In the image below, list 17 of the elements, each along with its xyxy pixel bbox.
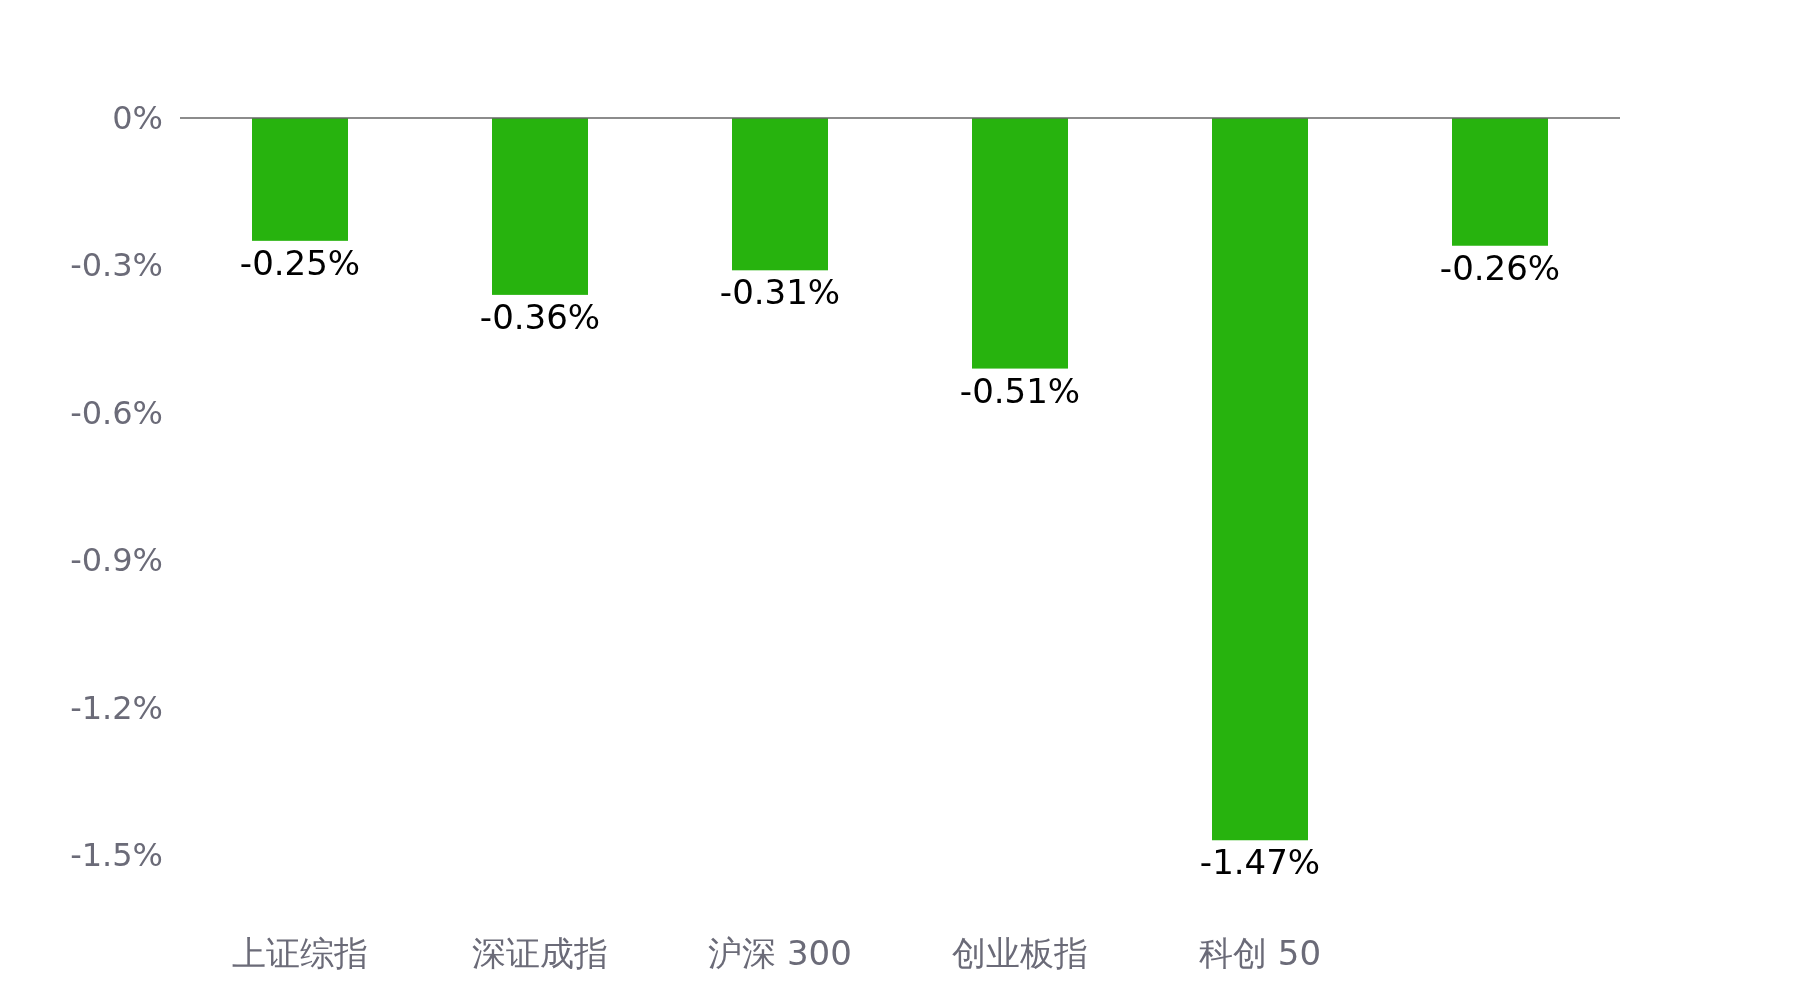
data-label: -0.31% [719, 272, 841, 313]
x-tick-label: 科创 50 [1198, 933, 1322, 973]
x-tick-label: 深证成指 [472, 933, 608, 973]
data-label: -0.36% [479, 296, 601, 337]
x-tick-label: 沪深 300 [708, 933, 852, 973]
y-tick-label: -0.6% [70, 393, 163, 432]
data-label: -0.26% [1439, 247, 1561, 288]
data-label: -1.47% [1199, 842, 1321, 883]
y-tick-label: -0.3% [70, 246, 163, 285]
data-label: -0.25% [239, 242, 361, 283]
x-tick-label: 创业板指 [952, 933, 1088, 973]
data-label: -0.51% [959, 370, 1081, 411]
x-tick-label: 上证综指 [232, 933, 368, 973]
y-tick-label: -1.2% [70, 688, 163, 727]
y-tick-label: 0% [112, 99, 163, 137]
y-tick-label: -0.9% [70, 541, 163, 580]
y-tick-label: -1.5% [70, 836, 163, 874]
